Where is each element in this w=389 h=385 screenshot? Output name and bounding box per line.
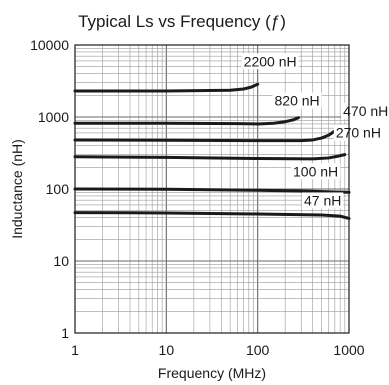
series-label: 470 nH (343, 103, 388, 119)
series-line (73, 211, 351, 220)
y-tick-label: 1 (61, 325, 69, 341)
tick-labels: 1 10 100 1000 1 10 100 1000 10000 (30, 37, 365, 358)
y-axis-title: Inductance (nH) (9, 139, 25, 239)
chart-title: Typical Ls vs Frequency (ƒ) (78, 12, 286, 31)
series-labels: 2200 nH 820 nH 470 nH 270 nH 100 nH 47 nH (241, 53, 389, 209)
series-label-background (272, 92, 322, 109)
series-lines (73, 82, 351, 220)
series-label-background (302, 192, 344, 209)
x-tick-label: 1 (71, 342, 79, 358)
x-tick-label: 10 (159, 342, 175, 358)
x-axis-title: Frequency (MHz) (158, 365, 266, 381)
series-label: 47 nH (304, 192, 341, 208)
series-line (73, 116, 301, 126)
series-line (73, 187, 351, 194)
series-label-background (291, 163, 341, 180)
y-tick-label: 10 (53, 253, 69, 269)
x-tick-label: 100 (246, 342, 270, 358)
series-label: 270 nH (336, 125, 381, 141)
series-label: 2200 nH (244, 53, 297, 69)
series-label-background (333, 124, 383, 141)
series-label: 820 nH (275, 93, 320, 109)
y-tick-label: 1000 (38, 109, 69, 125)
y-tick-label: 100 (46, 181, 70, 197)
x-tick-label: 1000 (333, 342, 364, 358)
y-tick-label: 10000 (30, 37, 69, 53)
series-label-background (341, 102, 389, 119)
series-label: 100 nH (293, 163, 338, 179)
series-line (73, 153, 347, 161)
series-line (73, 125, 342, 143)
plot-frame (74, 44, 350, 334)
series-line (73, 82, 260, 93)
series-label-background (241, 53, 299, 70)
